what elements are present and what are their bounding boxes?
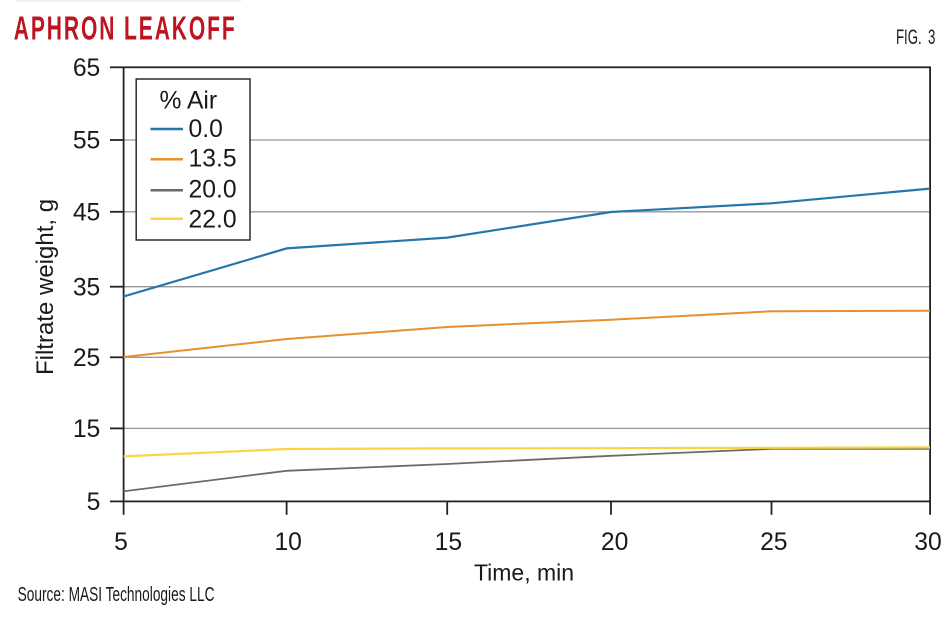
svg-text:Source: MASI Technologies LLC: Source: MASI Technologies LLC <box>18 582 215 606</box>
svg-text:13.5: 13.5 <box>189 145 237 172</box>
svg-text:15: 15 <box>435 529 462 556</box>
svg-text:25: 25 <box>73 345 100 372</box>
svg-text:0.0: 0.0 <box>189 116 223 143</box>
svg-text:5: 5 <box>87 489 101 516</box>
svg-text:20.0: 20.0 <box>189 176 237 203</box>
svg-text:65: 65 <box>73 55 100 82</box>
svg-text:APHRON LEAKOFF: APHRON LEAKOFF <box>14 10 237 47</box>
svg-text:% Air: % Air <box>160 88 218 115</box>
svg-text:55: 55 <box>73 128 100 155</box>
svg-text:25: 25 <box>760 529 787 556</box>
svg-text:5: 5 <box>114 529 128 556</box>
svg-text:15: 15 <box>73 416 100 443</box>
svg-text:Filtrate weight, g: Filtrate weight, g <box>32 199 59 375</box>
svg-text:45: 45 <box>73 200 100 227</box>
svg-text:22.0: 22.0 <box>189 206 237 233</box>
svg-text:35: 35 <box>73 274 100 301</box>
svg-text:10: 10 <box>274 529 301 556</box>
svg-text:Time, min: Time, min <box>474 560 574 586</box>
svg-text:30: 30 <box>914 529 941 556</box>
svg-text:20: 20 <box>601 529 628 556</box>
svg-text:FIG. 3: FIG. 3 <box>896 25 935 49</box>
